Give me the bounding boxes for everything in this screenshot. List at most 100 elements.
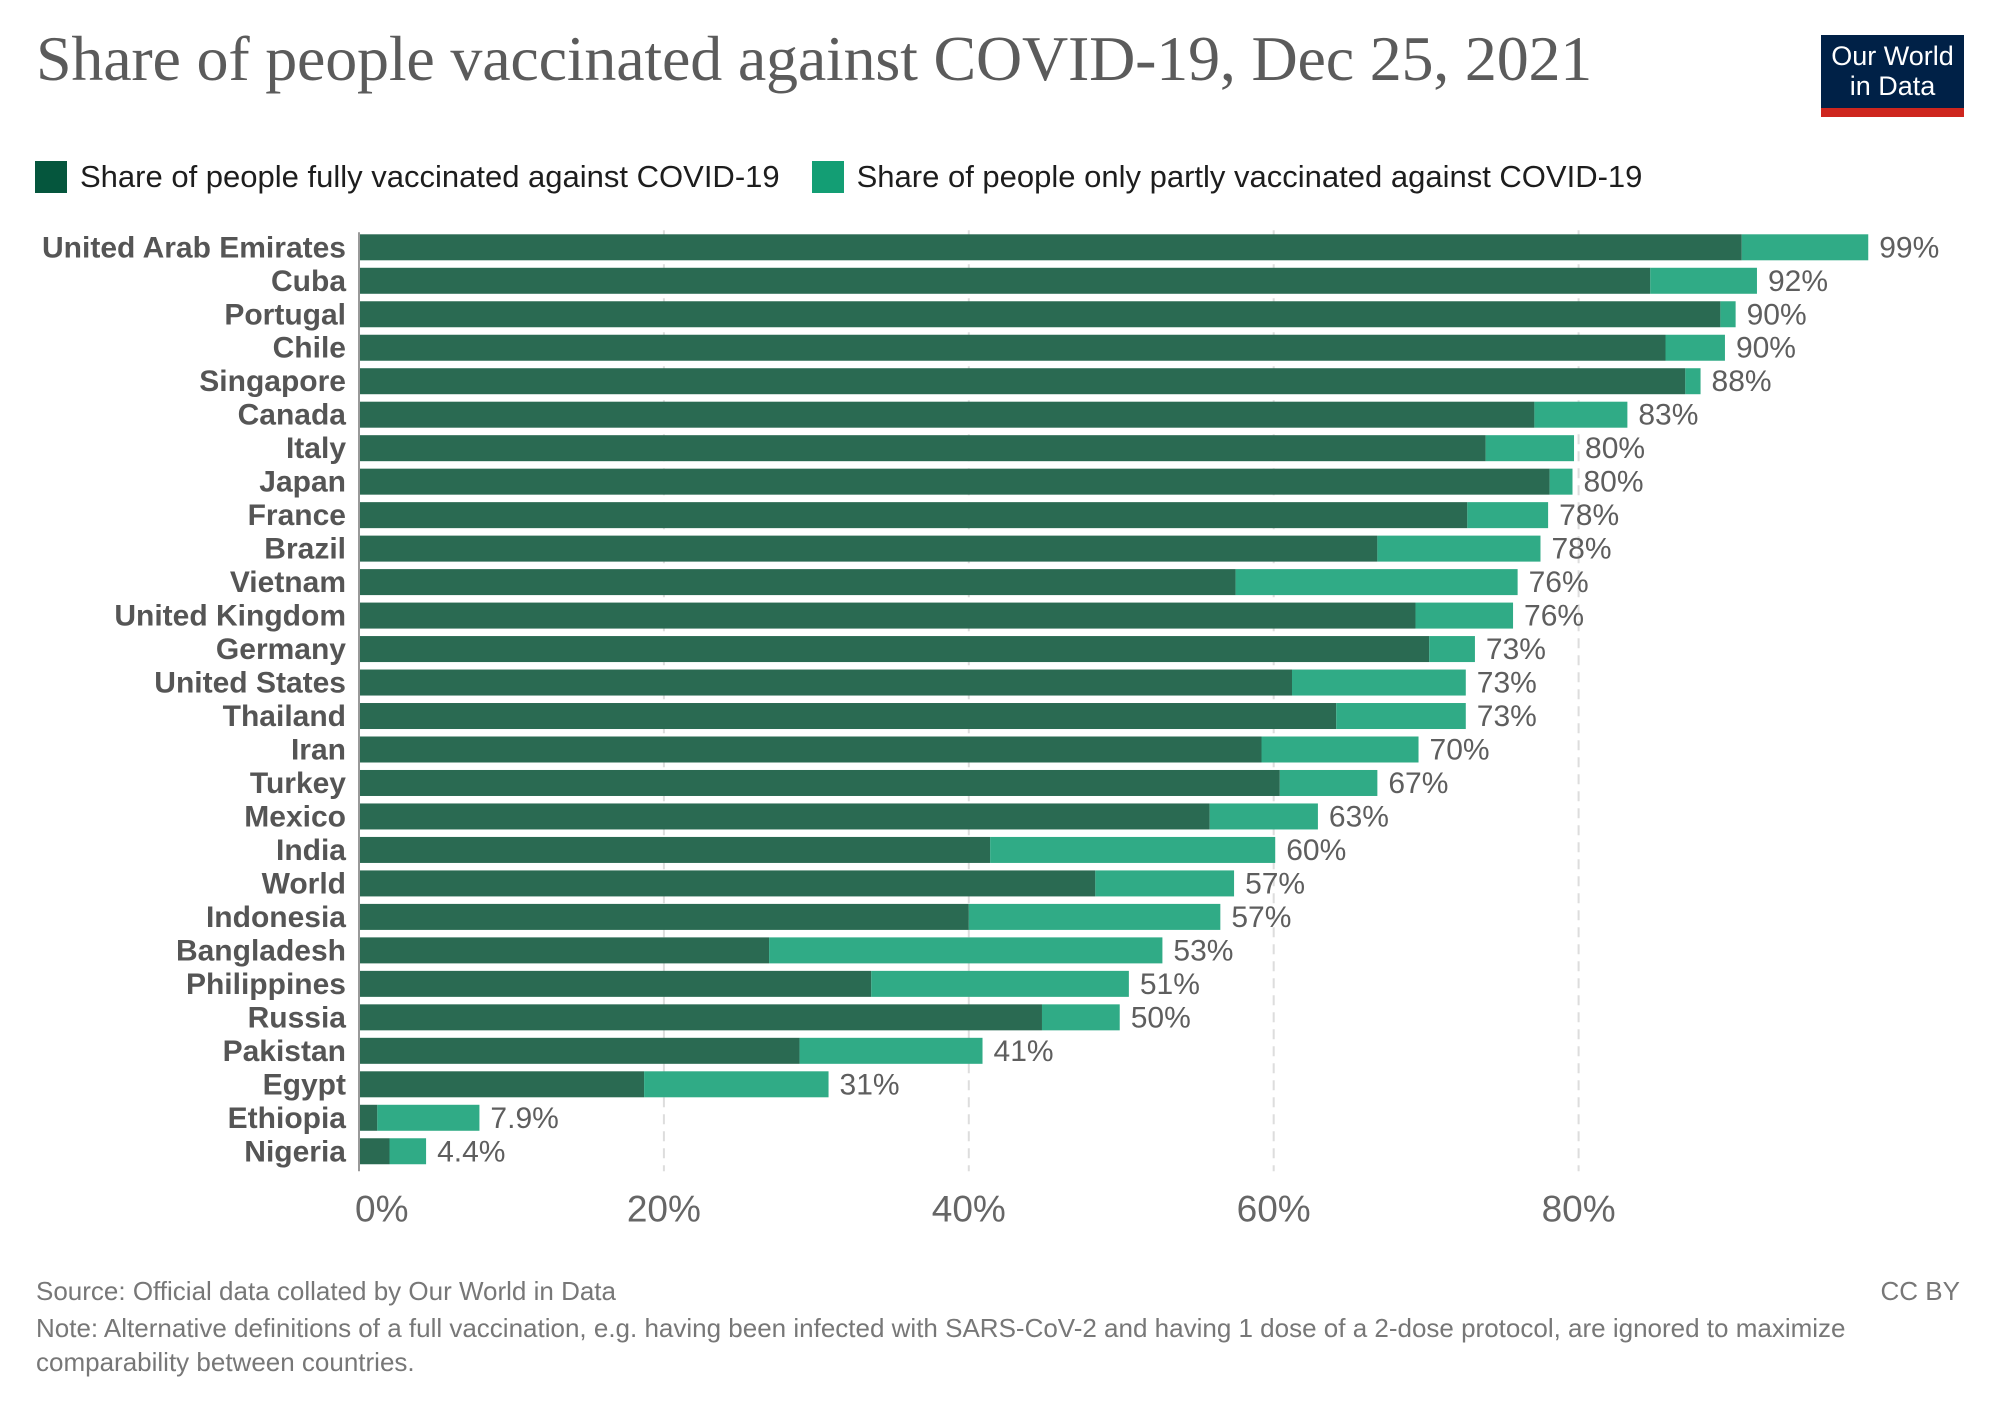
country-label: Egypt (263, 1068, 346, 1101)
bar-partly-vaccinated (769, 937, 1163, 964)
bar-partly-vaccinated (1041, 1004, 1120, 1031)
bar-fully-vaccinated (359, 1071, 645, 1098)
value-label: 92% (1768, 265, 1828, 298)
value-label: 57% (1245, 867, 1305, 900)
country-label: Italy (286, 432, 346, 465)
country-label: Bangladesh (176, 934, 346, 967)
legend-swatch-partly (811, 161, 844, 193)
logo-line-2: in Data (1849, 71, 1936, 101)
country-label: Vietnam (230, 566, 346, 599)
value-label: 83% (1638, 399, 1698, 432)
bar-fully-vaccinated (359, 870, 1096, 897)
bar-fully-vaccinated (359, 769, 1280, 796)
country-label: Nigeria (244, 1135, 346, 1168)
bar-fully-vaccinated (359, 1138, 390, 1165)
value-label: 99% (1879, 231, 1939, 264)
labels: United Arab Emirates 99% Cuba 92% Portugal 90… (42, 231, 1939, 1168)
bar-partly-vaccinated (377, 1104, 480, 1131)
country-label: Philippines (186, 968, 346, 1001)
bar-fully-vaccinated (359, 602, 1416, 629)
country-label: Singapore (199, 365, 346, 398)
bar-fully-vaccinated (359, 836, 991, 863)
country-label: Pakistan (223, 1035, 346, 1068)
owid-logo[interactable]: Our World in Data (1821, 35, 1964, 117)
legend-label-partly: Share of people only partly vaccinated a… (856, 159, 1643, 194)
value-label: 41% (994, 1035, 1054, 1068)
x-tick-label: 0% (355, 1188, 408, 1229)
x-axis: 0% 20% 40% 60% 80% (355, 232, 1616, 1229)
country-label: Indonesia (206, 901, 346, 934)
value-label: 31% (840, 1068, 900, 1101)
bar-partly-vaccinated (990, 836, 1276, 863)
legend: Share of people fully vaccinated against… (35, 157, 1674, 197)
bar-fully-vaccinated (359, 368, 1686, 395)
source-note: Source: Official data collated by Our Wo… (36, 1276, 616, 1306)
value-label: 50% (1131, 1001, 1191, 1034)
bar-partly-vaccinated (1279, 769, 1378, 796)
country-label: Brazil (264, 533, 346, 566)
bar-fully-vaccinated (359, 970, 872, 997)
bar-fully-vaccinated (359, 301, 1721, 328)
bar-partly-vaccinated (1095, 870, 1235, 897)
bar-partly-vaccinated (1650, 267, 1757, 294)
value-label: 63% (1329, 800, 1389, 833)
value-label: 73% (1486, 633, 1546, 666)
bar-partly-vaccinated (1261, 736, 1419, 763)
logo-accent-bar (1821, 108, 1964, 117)
bar-partly-vaccinated (1291, 669, 1466, 696)
country-label: Cuba (271, 265, 346, 298)
bar-partly-vaccinated (1336, 703, 1466, 730)
value-label: 88% (1712, 365, 1772, 398)
chart-title: Share of people vaccinated against COVID… (36, 23, 1593, 94)
country-label: Chile (273, 332, 346, 365)
bar-fully-vaccinated (359, 502, 1468, 529)
value-label: 73% (1477, 700, 1537, 733)
value-label: 76% (1529, 566, 1589, 599)
value-label: 53% (1173, 934, 1233, 967)
country-label: United States (154, 667, 346, 700)
bar-fully-vaccinated (359, 703, 1337, 730)
value-label: 90% (1736, 332, 1796, 365)
bar-partly-vaccinated (1485, 435, 1575, 462)
country-label: Russia (248, 1001, 347, 1034)
country-label: Canada (238, 399, 347, 432)
country-label: Ethiopia (228, 1102, 347, 1135)
bar-fully-vaccinated (359, 669, 1292, 696)
country-label: Mexico (244, 800, 346, 833)
bar-partly-vaccinated (1534, 401, 1628, 428)
bar-partly-vaccinated (1685, 368, 1701, 395)
legend-label-fully: Share of people fully vaccinated against… (80, 159, 780, 194)
value-label: 80% (1585, 432, 1645, 465)
x-tick-label: 60% (1237, 1188, 1311, 1229)
license-link[interactable]: CC BY (1880, 1276, 1960, 1306)
bar-partly-vaccinated (871, 970, 1129, 997)
bar-partly-vaccinated (1415, 602, 1514, 629)
bar-fully-vaccinated (359, 1004, 1042, 1031)
value-label: 4.4% (437, 1135, 505, 1168)
value-label: 60% (1286, 834, 1346, 867)
bar-partly-vaccinated (799, 1037, 983, 1064)
bar-partly-vaccinated (389, 1138, 427, 1165)
country-label: France (248, 499, 346, 532)
legend-item-fully[interactable]: Share of people fully vaccinated against… (35, 159, 780, 195)
country-label: World (262, 867, 346, 900)
value-label: 57% (1231, 901, 1291, 934)
legend-swatch-fully (35, 161, 67, 193)
value-label: 78% (1559, 499, 1619, 532)
bar-fully-vaccinated (359, 736, 1262, 763)
value-label: 76% (1524, 600, 1584, 633)
country-label: Germany (216, 633, 346, 666)
country-label: United Arab Emirates (42, 231, 346, 264)
bar-partly-vaccinated (1467, 502, 1549, 529)
bar-chart: United Arab Emirates 99% Cuba 92% Portugal 90… (42, 230, 1939, 1229)
footnote: Note: Alternative definitions of a full … (36, 1313, 1846, 1377)
bar-partly-vaccinated (644, 1071, 829, 1098)
country-label: India (276, 834, 346, 867)
bar-fully-vaccinated (359, 903, 969, 930)
legend-item-partly[interactable]: Share of people only partly vaccinated a… (811, 159, 1643, 195)
value-label: 7.9% (490, 1102, 558, 1135)
bar-partly-vaccinated (1235, 569, 1518, 596)
bar-partly-vaccinated (1429, 636, 1475, 663)
logo-line-1: Our World (1831, 41, 1954, 71)
bar-fully-vaccinated (359, 334, 1666, 361)
